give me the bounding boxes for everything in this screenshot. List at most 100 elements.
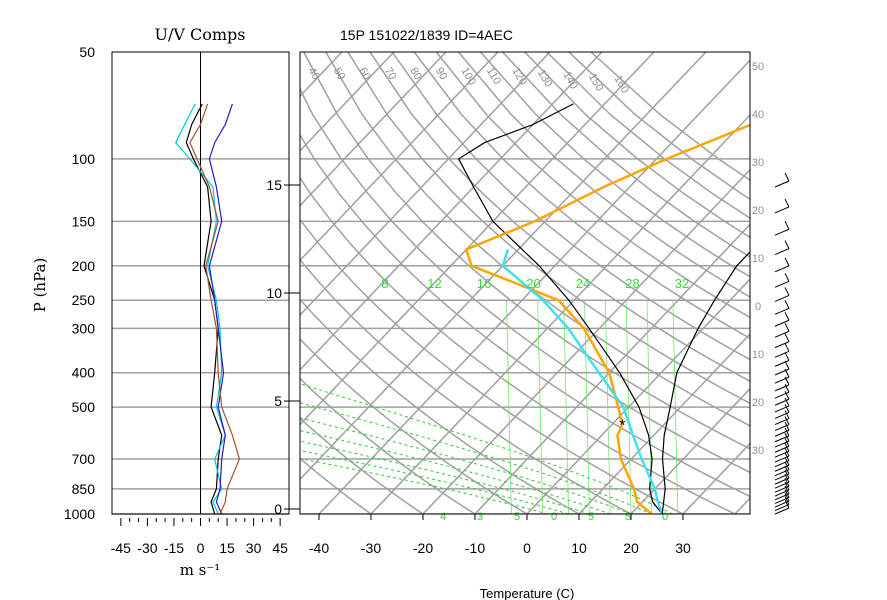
- uv-profile-line: [174, 103, 226, 515]
- wind-barb-flag: [784, 410, 790, 419]
- pressure-tick-label: 850: [72, 481, 96, 497]
- pressure-tick-labels: 50 100 150 200 250 300 400 500 700 850 1000: [64, 44, 95, 522]
- wind-barb-staff: [774, 500, 790, 508]
- skewt-panel: 15P 151022/1839 ID=4AEC * 40 50 60 70 80 90 10…: [0, 27, 887, 600]
- dry-adiabat-line: [546, 52, 750, 220]
- wind-barb-flag: [784, 416, 790, 425]
- dry-adiabat-line: [300, 176, 736, 514]
- wind-barb-flag: [784, 485, 790, 495]
- wind-barb-flag: [784, 438, 790, 447]
- moist-adiabat-label: 5: [514, 511, 520, 523]
- wind-barb-flag: [784, 452, 790, 461]
- wind-barb-flag: [784, 198, 790, 208]
- isotherm-line: [0, 52, 134, 514]
- dry-adiabat-line: [300, 417, 424, 514]
- dry-adiabat-line: [479, 52, 750, 278]
- dry-adiabat-line: [369, 52, 750, 383]
- mixing-ratio-label: 8: [381, 276, 388, 291]
- dry-adiabat-line: [300, 218, 684, 514]
- wind-barb-staff: [774, 477, 790, 485]
- pressure-tick-label: 50: [79, 44, 95, 60]
- isotherm-line: [300, 52, 655, 426]
- height-tick-label: 5: [274, 393, 282, 409]
- wind-barbs: [774, 172, 790, 515]
- uv-tick-label: 15: [219, 540, 235, 556]
- skewt-series-group: *: [457, 103, 750, 514]
- temperature-tick-label: -20: [413, 540, 433, 556]
- uv-components-panel: U/V Comps 501001502002503004005007008501…: [31, 25, 290, 579]
- wind-barb-flag: [784, 432, 790, 442]
- mixing-ratio-line: [563, 300, 569, 514]
- height-tick-label: 0: [274, 501, 282, 517]
- dry-adiabat-line: [457, 52, 750, 298]
- wind-barb-staff: [774, 180, 790, 188]
- uv-tick-label: -30: [137, 540, 157, 556]
- uv-units-label: m s⁻¹: [180, 561, 221, 579]
- wind-barb-flag: [784, 391, 790, 400]
- isotherm-label: 40: [752, 109, 764, 121]
- wind-barb-flag: [784, 383, 790, 393]
- uv-series-group: [174, 103, 241, 515]
- mixing-ratio-line: [506, 300, 512, 514]
- wind-barb-staff: [774, 489, 790, 497]
- pressure-tick-label: 1000: [64, 506, 95, 522]
- pressure-tick-label: 200: [72, 258, 96, 274]
- pressure-tick-label: 250: [72, 292, 96, 308]
- dry-adiabat-line: [435, 52, 750, 319]
- isotherm-label: 50: [752, 61, 764, 73]
- wind-barb-flag: [784, 442, 790, 452]
- skewt-profile-line: [464, 123, 750, 514]
- wind-barb-flag: [784, 481, 790, 491]
- wind-barb-flag: [784, 473, 790, 483]
- wind-barb-flag: [784, 220, 790, 230]
- wind-barb-staff: [774, 294, 790, 302]
- dry-adiabat-label: 70: [382, 66, 399, 83]
- isotherm-line: [300, 52, 395, 152]
- moist-adiabat-label: 5: [625, 511, 631, 523]
- dry-adiabat-line: [300, 337, 528, 514]
- wind-barb-staff: [774, 493, 790, 501]
- dry-adiabat-line: [568, 52, 750, 201]
- moist-adiabat-line: [300, 430, 611, 514]
- wind-barb-flag: [784, 360, 790, 370]
- isotherm-line: [787, 52, 887, 514]
- mixing-ratio-label: 24: [576, 276, 590, 291]
- skewt-panel-frame: [299, 51, 751, 515]
- pressure-tick-label: 150: [72, 213, 96, 229]
- uv-panel-title: U/V Comps: [154, 25, 245, 44]
- skewt-profile-line: [457, 103, 663, 514]
- dry-adiabat-label: 120: [509, 66, 529, 88]
- isotherm-line: [0, 52, 186, 514]
- mixing-ratio-label: 16: [477, 276, 491, 291]
- dry-adiabat-label: 110: [484, 66, 503, 87]
- isotherm-line: [578, 332, 750, 514]
- wind-barb-flag: [784, 240, 790, 249]
- dry-adiabat-label: 80: [407, 66, 424, 83]
- pressure-tick-label: 700: [72, 451, 96, 467]
- wind-barb-flag: [784, 257, 790, 267]
- dry-adiabat-label: 60: [356, 66, 373, 83]
- wind-barb-staff: [774, 485, 790, 493]
- uv-tick-label: 45: [272, 540, 288, 556]
- wind-barb-staff: [774, 507, 790, 515]
- wind-barb-staff: [774, 391, 790, 399]
- wind-barb-flag: [784, 273, 790, 282]
- dry-adiabat-label: 130: [535, 68, 555, 90]
- wind-barb-staff: [774, 497, 790, 504]
- mixing-ratio-label: 12: [427, 276, 441, 291]
- wind-barb-staff: [774, 265, 790, 273]
- pressure-tick-label: 500: [72, 399, 96, 415]
- height-tick-label: 15: [266, 177, 282, 193]
- pressure-axis-label: P (hPa): [31, 258, 49, 313]
- wind-barb-flag: [784, 312, 790, 321]
- mixing-ratio-label: 28: [625, 276, 639, 291]
- wind-barb-flag: [784, 397, 790, 407]
- isotherm-line: [300, 52, 551, 317]
- dry-adiabat-line: [325, 52, 750, 427]
- mixing-ratio-line: [537, 300, 543, 514]
- wind-barb-flag: [784, 422, 790, 431]
- uv-tick-label: 0: [197, 540, 205, 556]
- wind-barb-flag: [784, 404, 790, 413]
- isotherm-line: [300, 52, 707, 481]
